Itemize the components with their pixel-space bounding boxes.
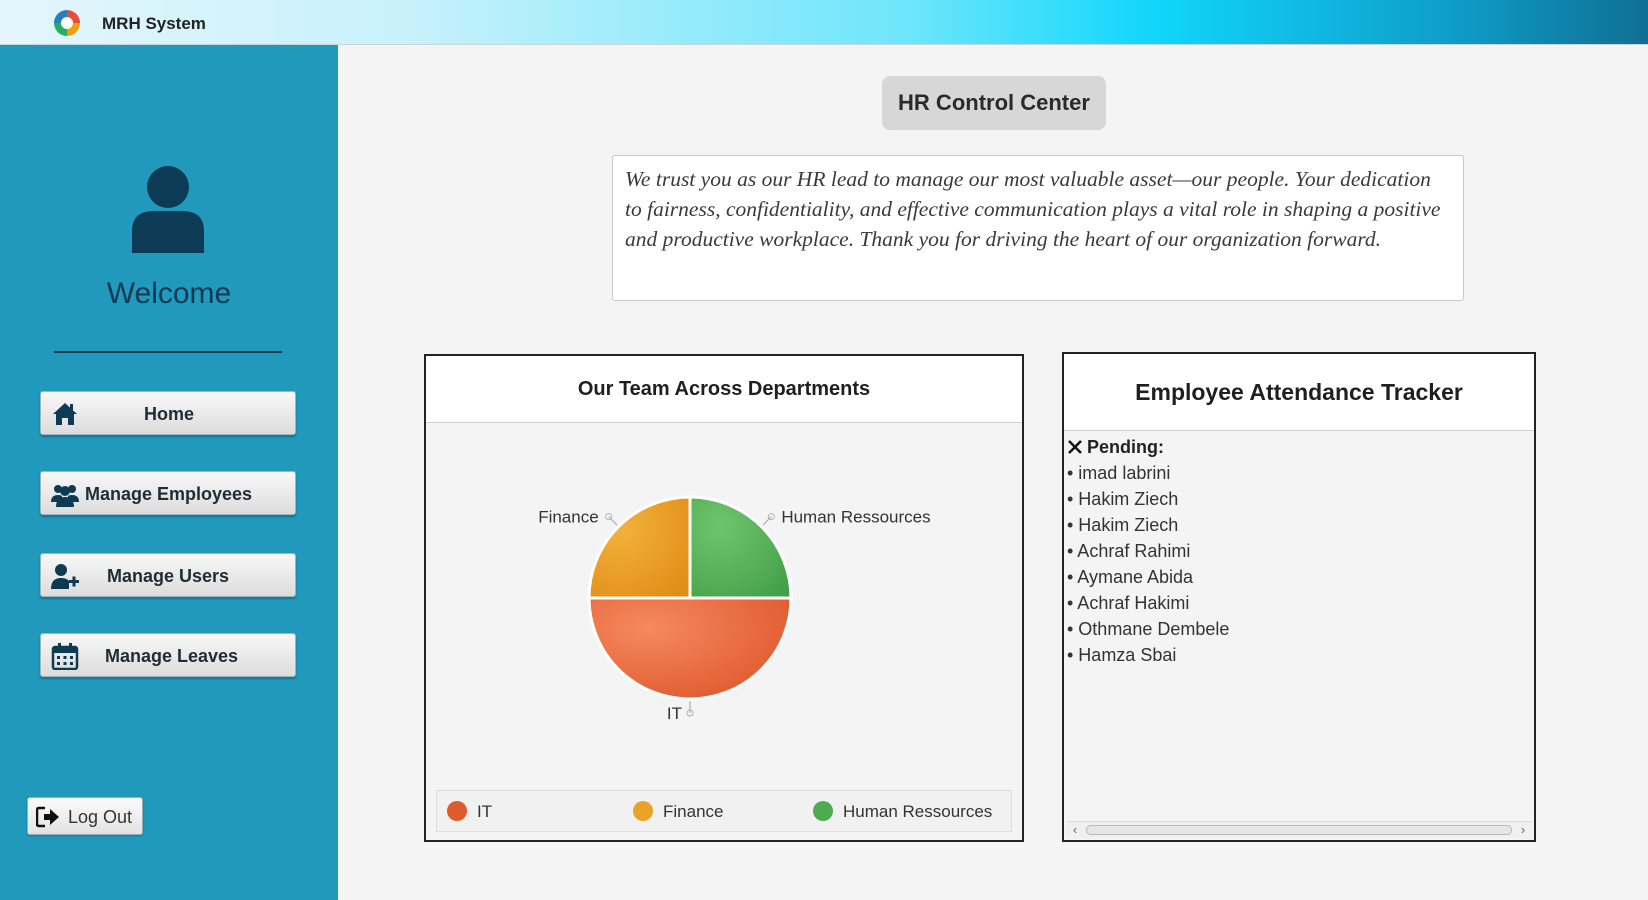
manage-employees-button[interactable]: Manage Employees (40, 471, 296, 515)
pie-leader-dot (767, 513, 775, 521)
users-icon (51, 485, 79, 507)
chart-legend: IT Finance Human Ressources (436, 790, 1012, 832)
pie-leader-dot (605, 513, 613, 521)
pending-header: Pending: (1067, 434, 1534, 460)
attendance-panel: Employee Attendance Tracker Pending: • i… (1062, 352, 1536, 842)
user-plus-icon (51, 564, 79, 589)
pie-leader-line (762, 516, 772, 526)
pie-label-it: IT (667, 704, 682, 723)
pie-slice-it (587, 596, 793, 701)
home-label: Home (143, 404, 194, 424)
chart-title: Our Team Across Departments (426, 356, 1022, 423)
manage-users-button[interactable]: Manage Users (40, 553, 296, 597)
list-item: • Achraf Hakimi (1067, 593, 1190, 613)
logout-icon (36, 806, 59, 828)
home-icon (53, 403, 77, 425)
logout-label: Log Out (68, 807, 133, 827)
department-chart-panel: Our Team Across Departments IT Finance Hum… (424, 354, 1024, 842)
welcome-message: We trust you as our HR lead to manage ou… (612, 155, 1464, 301)
home-button[interactable]: Home (40, 391, 296, 435)
pie-label-finance: Finance (538, 508, 598, 527)
list-item: • Hakim Ziech (1067, 515, 1179, 535)
legend-item-it: IT (447, 801, 492, 822)
list-item: • Hamza Sbai (1067, 645, 1177, 665)
pie-leader-line (608, 516, 618, 526)
scrollbar-thumb[interactable] (1086, 825, 1512, 835)
scroll-right-icon[interactable]: › (1520, 822, 1526, 837)
pie-leader-dot (686, 709, 694, 717)
list-item: • Achraf Rahimi (1067, 541, 1191, 561)
sidebar: Welcome Home Manage Employees Manage Use… (0, 45, 338, 900)
page-title: HR Control Center (882, 76, 1106, 130)
welcome-text: Welcome (106, 277, 232, 310)
manage-users-label: Manage Users (107, 566, 230, 586)
sidebar-divider (54, 351, 282, 353)
manage-employees-label: Manage Employees (85, 484, 253, 504)
close-icon (1068, 440, 1082, 454)
list-item: • imad labrini (1067, 463, 1171, 483)
user-icon (132, 166, 204, 253)
attendance-title: Employee Attendance Tracker (1064, 354, 1534, 431)
title-bar: MRH System (0, 0, 1648, 45)
manage-leaves-button[interactable]: Manage Leaves (40, 633, 296, 677)
pie-slice-human-ressources (688, 495, 793, 600)
attendance-list: Pending: • imad labrini • Hakim Ziech • Ha… (1067, 434, 1534, 668)
globe-logo-icon (54, 10, 80, 36)
app-title: MRH System (102, 14, 206, 33)
scroll-left-icon[interactable]: ‹ (1072, 822, 1078, 837)
pie-label-human-ressources: Human Ressources (781, 508, 930, 527)
pie-slice-finance (587, 495, 692, 600)
legend-item-finance: Finance (633, 801, 723, 822)
manage-leaves-label: Manage Leaves (105, 646, 239, 666)
list-item: • Aymane Abida (1067, 567, 1194, 587)
logout-button[interactable]: Log Out (27, 797, 143, 835)
horizontal-scrollbar[interactable]: ‹ › (1066, 821, 1532, 838)
pie-chart: IT Finance Human Ressources (538, 495, 931, 723)
list-item: • Hakim Ziech (1067, 489, 1179, 509)
calendar-icon (51, 643, 79, 670)
list-item: • Othmane Dembele (1067, 619, 1230, 639)
legend-item-human-ressources: Human Ressources (813, 801, 992, 822)
